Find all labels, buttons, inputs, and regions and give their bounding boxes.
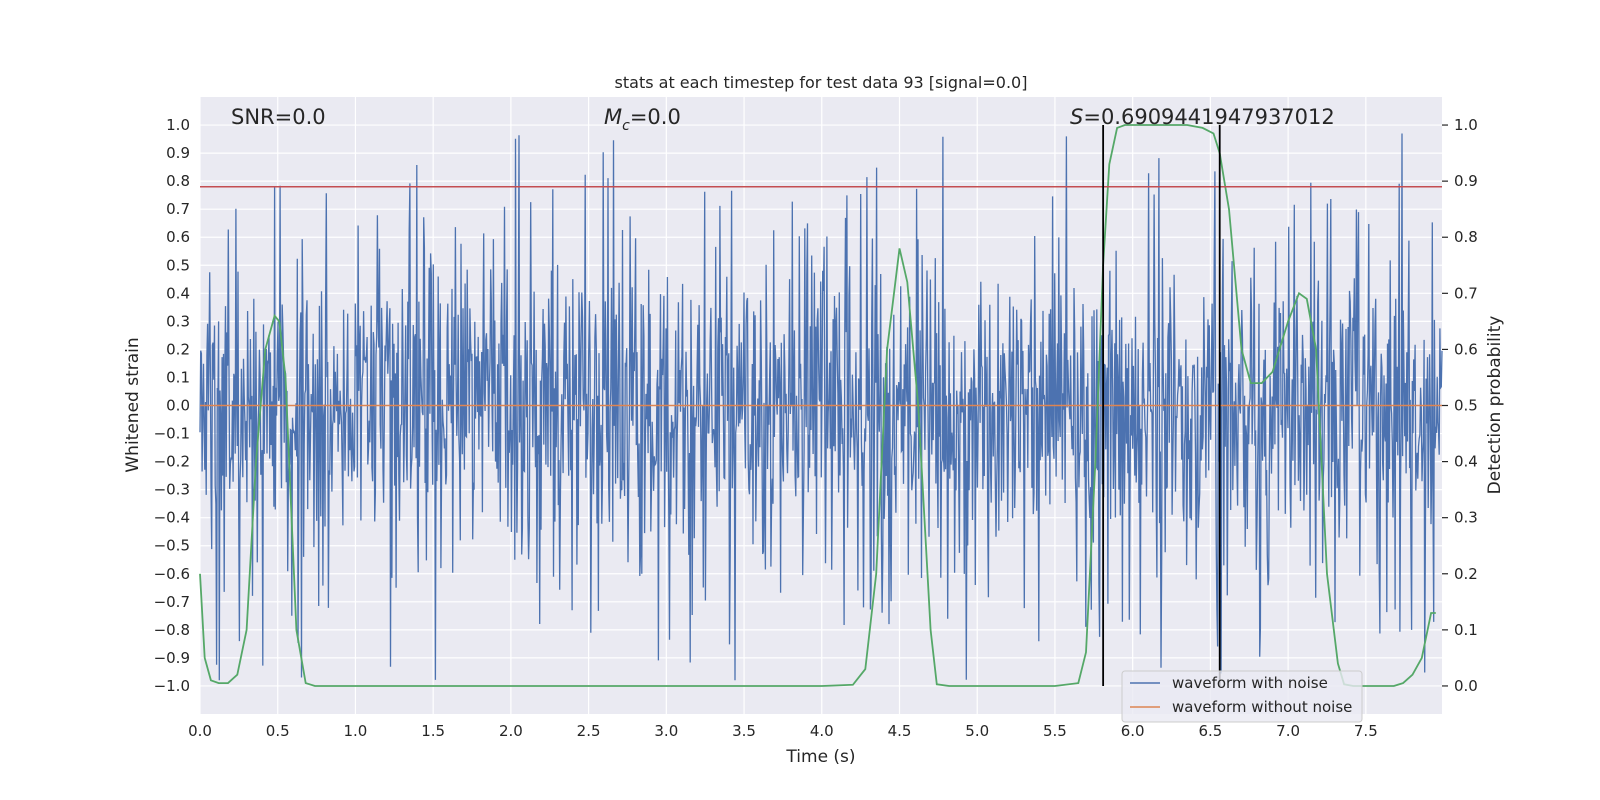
data-layer xyxy=(199,124,1443,687)
y2-tick-label: 1.0 xyxy=(1454,116,1478,134)
x-tick-labels: 0.0 0.5 1.0 1.5 2.0 2.5 3.0 3.5 4.0 4.5 5.0 5.5 6.0 6… xyxy=(188,722,1378,740)
chirp-mass-annotation: Mc=0.0 xyxy=(604,105,681,134)
y2-tick-label: 0.1 xyxy=(1454,621,1478,639)
score-value: =0.6909441947937012 xyxy=(1083,105,1334,129)
y-tick-label: −1.0 xyxy=(154,677,190,695)
x-tick-label: 5.5 xyxy=(1043,722,1067,740)
y-tick-label: −0.7 xyxy=(154,593,190,611)
chirp-mass-subscript: c xyxy=(622,118,630,134)
x-tick-label: 0.0 xyxy=(188,722,212,740)
chart-title: stats at each timestep for test data 93 … xyxy=(615,73,1028,92)
snr-annotation: SNR=0.0 xyxy=(231,105,326,129)
x-tick-label: 4.0 xyxy=(810,722,834,740)
x-tick-label: 1.5 xyxy=(421,722,445,740)
y-tick-label: −0.5 xyxy=(154,537,190,555)
y-tick-label: −0.4 xyxy=(154,509,190,527)
y2-tick-label: 0.0 xyxy=(1454,677,1478,695)
y2-tick-label: 0.6 xyxy=(1454,340,1478,358)
y-tick-label: 0.0 xyxy=(166,397,190,415)
y-tick-label: −0.1 xyxy=(154,425,190,443)
y-tick-label: −0.8 xyxy=(154,621,190,639)
legend-box xyxy=(1121,670,1363,723)
y-tick-label: −0.3 xyxy=(154,481,190,499)
x-tick-label: 7.0 xyxy=(1276,722,1300,740)
x-tick-label: 5.0 xyxy=(965,722,989,740)
y-tick-label: 0.4 xyxy=(166,284,190,302)
legend-label-clean: waveform without noise xyxy=(1172,698,1352,716)
x-tick-label: 0.5 xyxy=(266,722,290,740)
chirp-mass-value: =0.0 xyxy=(630,105,681,129)
legend: waveform with noise waveform without noi… xyxy=(1121,670,1363,723)
y-tick-label: 0.8 xyxy=(166,172,190,190)
chirp-mass-symbol: M xyxy=(604,105,622,129)
y2-tick-label: 0.3 xyxy=(1454,509,1478,527)
y-tick-label: 0.2 xyxy=(166,340,190,358)
y2-tick-label: 0.8 xyxy=(1454,228,1478,246)
x-tick-label: 3.0 xyxy=(654,722,678,740)
y2-tick-labels: 1.0 0.9 0.8 0.7 0.6 0.5 0.4 0.3 0.2 0.1 0.0 xyxy=(1442,116,1478,695)
score-annotation: S=0.6909441947937012 xyxy=(1070,105,1335,129)
x-tick-label: 4.5 xyxy=(888,722,912,740)
x-tick-label: 6.5 xyxy=(1198,722,1222,740)
legend-label-noise: waveform with noise xyxy=(1172,674,1328,692)
y-tick-label: 1.0 xyxy=(166,116,190,134)
y2-tick-label: 0.5 xyxy=(1454,397,1478,415)
score-symbol: S xyxy=(1070,105,1083,129)
y-tick-label: −0.9 xyxy=(154,649,190,667)
annotation-layer xyxy=(200,125,1442,686)
y-tick-label: 0.7 xyxy=(166,200,190,218)
y-tick-label: 0.6 xyxy=(166,228,190,246)
y-tick-label: −0.2 xyxy=(154,453,190,471)
y-axis-label: Whitened strain xyxy=(123,337,143,472)
y-tick-label: 0.5 xyxy=(166,256,190,274)
x-axis-label: Time (s) xyxy=(785,747,855,767)
y-tick-label: 0.1 xyxy=(166,368,190,386)
y2-tick-label: 0.4 xyxy=(1454,453,1478,471)
y2-axis-label: Detection probability xyxy=(1485,316,1505,495)
y2-tick-label: 0.9 xyxy=(1454,172,1478,190)
x-tick-label: 2.0 xyxy=(499,722,523,740)
x-tick-label: 7.5 xyxy=(1354,722,1378,740)
y2-tick-label: 0.7 xyxy=(1454,284,1478,302)
y-tick-labels: 1.0 0.9 0.8 0.7 0.6 0.5 0.4 0.3 0.2 0.1 0.0 −0.1 −0.… xyxy=(154,116,190,695)
x-tick-label: 6.0 xyxy=(1121,722,1145,740)
y-tick-label: 0.3 xyxy=(166,312,190,330)
x-tick-label: 3.5 xyxy=(732,722,756,740)
series-waveform-with-noise xyxy=(199,133,1443,681)
x-tick-label: 2.5 xyxy=(577,722,601,740)
y-tick-label: 0.9 xyxy=(166,144,190,162)
y-tick-label: −0.6 xyxy=(154,565,190,583)
y2-tick-label: 0.2 xyxy=(1454,565,1478,583)
series-detection-probability xyxy=(199,124,1436,687)
x-tick-label: 1.0 xyxy=(344,722,368,740)
